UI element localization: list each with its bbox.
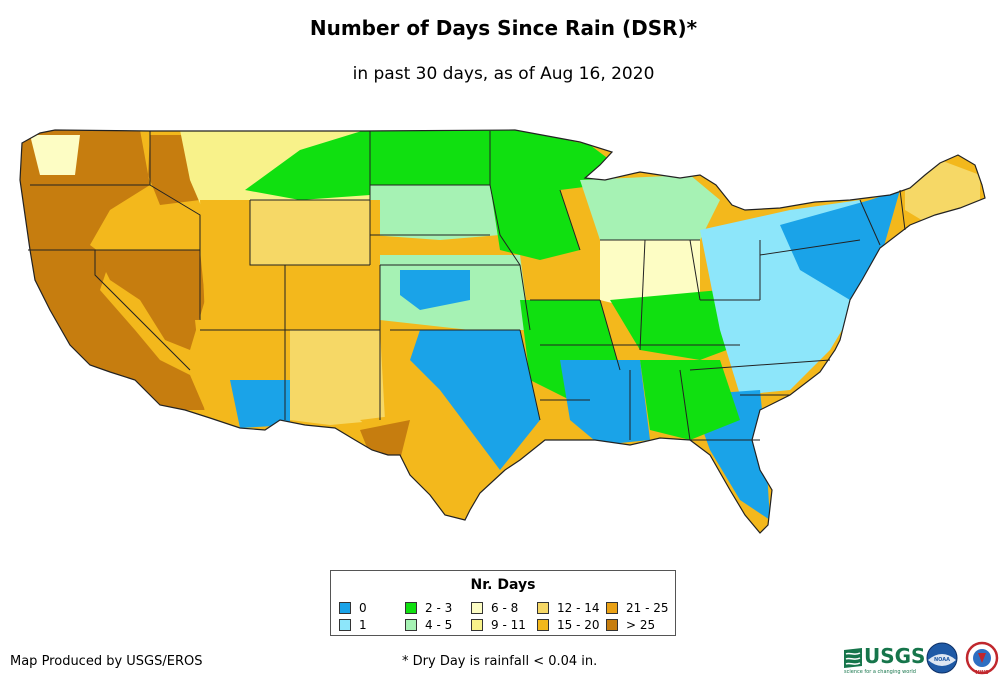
agency-logos: USGS science for a changing world NOAA N… [844, 641, 999, 676]
legend: Nr. Days 0 1 2 - 3 4 - 5 6 - 8 9 - 11 12… [330, 570, 676, 636]
legend-swatch [405, 619, 417, 631]
legend-swatch [606, 619, 618, 631]
dsr-region-wa-coast [30, 135, 80, 175]
nws-logo: NWS [965, 641, 999, 676]
usgs-logo: USGS science for a changing world [844, 644, 925, 675]
dsr-region-mississippi [560, 360, 650, 445]
legend-swatch [471, 619, 483, 631]
usgs-logo-text: USGS [864, 644, 925, 668]
map-credit: Map Produced by USGS/EROS [10, 654, 203, 669]
dsr-region-dakotas [245, 130, 610, 200]
legend-item-7: 15 - 20 [537, 618, 600, 632]
legend-item-6: 12 - 14 [537, 601, 600, 615]
legend-swatch [339, 619, 351, 631]
legend-swatch [405, 602, 417, 614]
map-title: Number of Days Since Rain (DSR)* [309, 16, 698, 40]
dsr-region-kansas-wet [400, 270, 470, 310]
legend-item-2: 2 - 3 [405, 601, 452, 615]
legend-item-4: 6 - 8 [471, 601, 518, 615]
noaa-logo: NOAA [926, 642, 958, 674]
legend-label: 1 [359, 618, 367, 632]
legend-item-8: 21 - 25 [606, 601, 669, 615]
legend-item-1: 1 [339, 618, 367, 632]
legend-label: 4 - 5 [425, 618, 453, 632]
state-borders [19, 129, 986, 534]
dsr-region-new-mexico [290, 330, 385, 425]
legend-swatch [537, 619, 549, 631]
dsr-region-kentucky [610, 290, 740, 360]
dsr-region-illinois-indiana [600, 240, 700, 310]
usgs-tagline: science for a changing world [844, 669, 916, 675]
legend-label: 9 - 11 [491, 618, 526, 632]
legend-label: 6 - 8 [491, 601, 519, 615]
legend-label: 0 [359, 601, 367, 615]
dsr-region-nebraska [370, 185, 500, 240]
legend-label: 2 - 3 [425, 601, 453, 615]
noaa-logo-text: NOAA [934, 657, 950, 663]
legend-title: Nr. Days [470, 577, 536, 593]
dsr-region-az-monsoon [230, 380, 290, 428]
legend-swatch [537, 602, 549, 614]
dsr-region-far-west [20, 130, 205, 410]
legend-swatch [471, 602, 483, 614]
legend-label: 21 - 25 [626, 601, 669, 615]
legend-label: 12 - 14 [557, 601, 600, 615]
legend-item-0: 0 [339, 601, 367, 615]
legend-item-5: 9 - 11 [471, 618, 526, 632]
us-dsr-map [19, 129, 986, 534]
legend-label: > 25 [626, 618, 656, 632]
legend-label: 15 - 20 [557, 618, 600, 632]
dry-day-note: * Dry Day is rainfall < 0.04 in. [402, 654, 598, 669]
legend-swatch [606, 602, 618, 614]
dsr-region-iowa [490, 185, 580, 260]
dsr-region-great-lakes [580, 175, 720, 245]
dsr-region-nevada [95, 250, 205, 350]
nws-logo-text: NWS [975, 670, 989, 676]
legend-swatch [339, 602, 351, 614]
dsr-region-alabama [640, 360, 740, 440]
map-subtitle: in past 30 days, as of Aug 16, 2020 [352, 64, 655, 84]
dsr-region-wyoming [250, 200, 370, 265]
legend-item-3: 4 - 5 [405, 618, 452, 632]
legend-item-9: > 25 [606, 618, 655, 632]
dsr-region-oklahoma-texas-wet [410, 330, 540, 470]
